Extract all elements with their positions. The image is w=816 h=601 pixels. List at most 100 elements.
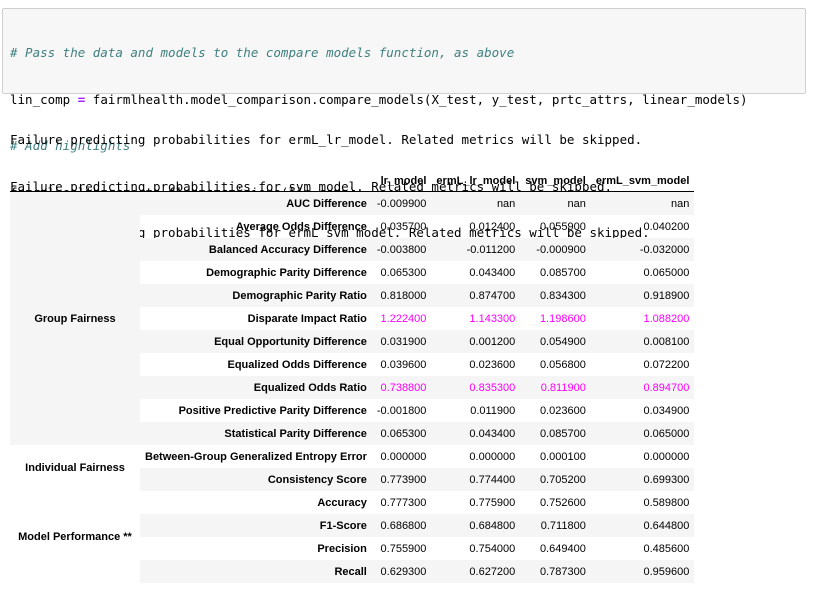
column-header: svm_model <box>520 170 591 192</box>
code-line-compare: lin_comp = fairmlhealth.model_comparison… <box>10 92 805 108</box>
value-cell: -0.009900 <box>371 191 432 215</box>
table-row: Precision 0.755900 0.754000 0.649400 0.48560… <box>10 537 694 560</box>
metric-label: Equalized Odds Difference <box>227 358 367 371</box>
value-cell: 0.000000 <box>469 450 516 463</box>
value-cell: 0.000100 <box>539 450 586 463</box>
value-cell: 0.711800 <box>520 514 591 537</box>
value-cell: 0.031900 <box>371 330 432 353</box>
output-line: Failure predicting probabilities for erm… <box>10 132 643 147</box>
table-row: Group Fairness AUC Difference -0.009900 nan… <box>10 191 695 445</box>
code-comment-line: # Pass the data and models to the compar… <box>10 45 515 60</box>
value-cell: 0.918900 <box>590 284 695 307</box>
value-cell: 0.959600 <box>590 560 695 583</box>
table-row: Positive Predictive Parity Difference -0.… <box>10 399 694 422</box>
metric-label: Accuracy <box>317 496 367 509</box>
code-variable: lin_comp <box>10 91 78 107</box>
value-cell: 0.777300 <box>380 496 427 509</box>
value-cell: 0.011900 <box>470 404 516 417</box>
code-cell[interactable]: # Pass the data and models to the compar… <box>2 8 806 200</box>
value-cell: 0.818000 <box>371 284 432 307</box>
value-cell: 0.589800 <box>643 496 690 509</box>
metric-label: Precision <box>317 542 367 555</box>
flagged-value-cell: 1.222400 <box>380 312 427 325</box>
metric-label: Equal Opportunity Difference <box>140 330 372 353</box>
table-row: Balanced Accuracy Difference -0.003800 -0.… <box>10 238 695 261</box>
value-cell: -0.003800 <box>371 238 432 261</box>
flagged-value-cell: 0.894700 <box>590 376 695 399</box>
table-row: Demographic Parity Difference 0.065300 0.0… <box>10 261 694 284</box>
column-header: lr_model <box>371 170 432 192</box>
value-cell: 0.055900 <box>539 220 586 233</box>
value-cell: 0.752600 <box>539 496 586 509</box>
table-header-row: lr_model ermL_lr_model svm_model ermL_sv… <box>10 170 695 192</box>
value-cell: 0.754000 <box>469 542 516 555</box>
value-cell: -0.011200 <box>431 238 521 261</box>
flagged-value-cell: 0.835300 <box>431 376 521 399</box>
value-cell: 0.705200 <box>520 468 591 491</box>
value-cell: 0.775900 <box>469 496 516 509</box>
flagged-value-cell: 1.088200 <box>643 312 690 325</box>
code-call: fairmlhealth.model_comparison.compare_mo… <box>85 91 748 107</box>
value-cell: 0.023600 <box>469 358 516 371</box>
metric-label: Demographic Parity Difference <box>206 266 367 279</box>
table-row: F1-Score 0.686800 0.684800 0.711800 0.644800 <box>10 514 695 537</box>
value-cell: 0.629300 <box>371 560 432 583</box>
metric-label: Average Odds Difference <box>235 220 367 233</box>
value-cell: -0.032000 <box>590 238 695 261</box>
value-cell: nan <box>590 191 695 215</box>
value-cell: 0.085700 <box>539 266 586 279</box>
value-cell: 0.039600 <box>380 358 427 371</box>
value-cell: 0.040200 <box>643 220 690 233</box>
table-row: Individual Fairness Between-Group General… <box>10 445 694 491</box>
value-cell: 0.065000 <box>590 422 695 445</box>
value-cell: -0.000900 <box>520 238 591 261</box>
value-cell: 0.008100 <box>590 330 695 353</box>
row-group-label: Individual Fairness <box>10 445 140 491</box>
value-cell: 0.056800 <box>539 358 586 371</box>
table-row: Recall 0.629300 0.627200 0.787300 0.959600 <box>10 560 695 583</box>
flagged-value-cell: 1.198600 <box>539 312 586 325</box>
value-cell: 0.773900 <box>371 468 432 491</box>
value-cell: 0.043400 <box>431 422 521 445</box>
metric-label: Consistency Score <box>140 468 372 491</box>
value-cell: 0.085700 <box>520 422 591 445</box>
value-cell: nan <box>431 191 521 215</box>
value-cell: 0.649400 <box>539 542 586 555</box>
column-header: ermL_svm_model <box>590 170 695 192</box>
table-body: Group Fairness AUC Difference -0.009900 nan… <box>10 191 695 583</box>
metric-label: Balanced Accuracy Difference <box>140 238 372 261</box>
table-row: Model Performance ** Accuracy 0.777300 0.77… <box>10 491 694 583</box>
value-cell: 0.065300 <box>380 266 427 279</box>
value-cell: nan <box>520 191 591 215</box>
value-cell: 0.054900 <box>520 330 591 353</box>
value-cell: 0.001200 <box>431 330 521 353</box>
metric-label: Between-Group Generalized Entropy Error <box>145 450 367 463</box>
value-cell: 0.043400 <box>469 266 516 279</box>
value-cell: 0.699300 <box>590 468 695 491</box>
code-operator: = <box>77 91 86 107</box>
value-cell: 0.787300 <box>520 560 591 583</box>
flagged-value-cell: 1.143300 <box>469 312 516 325</box>
metric-label: Positive Predictive Parity Difference <box>178 404 367 417</box>
metric-label: Equalized Odds Ratio <box>140 376 372 399</box>
value-cell: 0.485600 <box>643 542 690 555</box>
flagged-value-cell: 0.738800 <box>371 376 432 399</box>
table-row: Disparate Impact Ratio 1.222400 1.143300 1.… <box>10 307 694 330</box>
value-cell: 0.065000 <box>643 266 690 279</box>
value-cell: 0.072200 <box>643 358 690 371</box>
value-cell: 0.755900 <box>380 542 427 555</box>
value-cell: 0.874700 <box>431 284 521 307</box>
table-row: Consistency Score 0.773900 0.774400 0.70520… <box>10 468 695 491</box>
value-cell: 0.000000 <box>380 450 427 463</box>
value-cell: 0.686800 <box>371 514 432 537</box>
value-cell: 0.834300 <box>520 284 591 307</box>
value-cell: 0.627200 <box>431 560 521 583</box>
table-row: Average Odds Difference 0.035700 0.012400 0… <box>10 215 694 238</box>
comparison-table: lr_model ermL_lr_model svm_model ermL_sv… <box>10 170 695 583</box>
value-cell: 0.034900 <box>643 404 690 417</box>
metric-label: Recall <box>140 560 372 583</box>
row-group-label: Group Fairness <box>10 191 140 445</box>
metric-label: Statistical Parity Difference <box>140 422 372 445</box>
value-cell: 0.684800 <box>431 514 521 537</box>
metric-label: Disparate Impact Ratio <box>247 312 367 325</box>
